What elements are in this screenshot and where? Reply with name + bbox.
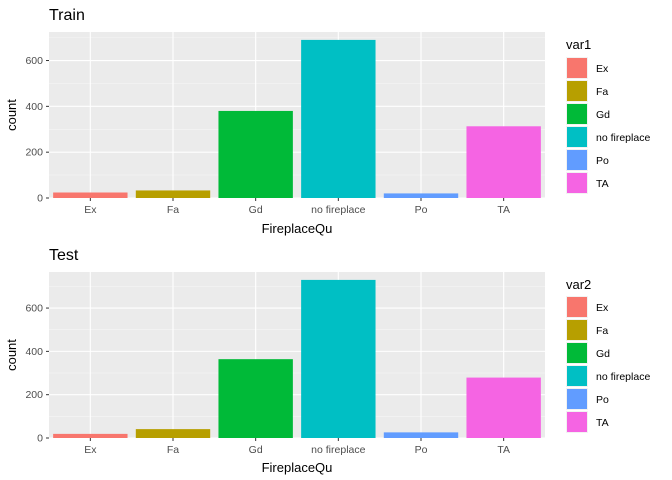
- legend-swatch-gd: [567, 104, 587, 124]
- y-axis-title: count: [4, 339, 19, 371]
- legend-swatch-gd: [567, 343, 587, 363]
- legend-label: Ex: [596, 63, 609, 75]
- bar-gd: [218, 359, 293, 438]
- legend: var1 Ex Fa Gd no fireplace Po TA: [566, 37, 650, 194]
- x-tick-label: TA: [497, 204, 510, 216]
- legend-label: Gd: [596, 109, 610, 121]
- y-tick-label: 200: [25, 147, 43, 159]
- legend-swatch-ta: [567, 412, 587, 432]
- y-tick-label: 0: [37, 433, 43, 445]
- chart-panel-train: Train 0 200 400 600 Ex Fa Gd no fireplace Po TA Fir…: [4, 7, 650, 236]
- chart-title: Test: [49, 247, 79, 264]
- y-tick-label: 0: [37, 193, 43, 205]
- x-tick-label: Po: [415, 444, 428, 456]
- legend: var2 Ex Fa Gd no fireplace Po TA: [566, 277, 650, 433]
- x-tick-label: no fireplace: [311, 444, 365, 456]
- legend-label: Ex: [596, 302, 609, 314]
- legend-swatch-po: [567, 389, 587, 409]
- y-axis-title: count: [4, 99, 19, 131]
- legend-swatch-no-fireplace: [567, 127, 587, 147]
- x-tick-label: no fireplace: [311, 204, 365, 216]
- x-axis-title: FireplaceQu: [262, 221, 333, 236]
- legend-label: TA: [596, 178, 609, 190]
- legend-title: var1: [566, 37, 591, 52]
- x-tick-label: Ex: [84, 444, 97, 456]
- x-tick-label: Po: [415, 204, 428, 216]
- bar-po: [383, 193, 459, 198]
- legend-label: no fireplace: [596, 132, 650, 144]
- y-tick-label: 400: [25, 346, 43, 358]
- bar-ex: [53, 192, 128, 198]
- bar-ta: [466, 126, 541, 198]
- y-tick-label: 400: [25, 101, 43, 113]
- bar-no-fireplace: [301, 279, 376, 438]
- legend-label: Fa: [596, 86, 608, 98]
- legend-swatch-no-fireplace: [567, 366, 587, 386]
- legend-label: no fireplace: [596, 371, 650, 383]
- x-tick-label: Fa: [167, 444, 179, 456]
- bar-fa: [135, 429, 211, 438]
- legend-swatch-fa: [567, 81, 587, 101]
- legend-swatch-po: [567, 150, 587, 170]
- bar-ex: [53, 433, 128, 438]
- bar-po: [383, 432, 459, 438]
- x-axis-title: FireplaceQu: [262, 460, 333, 475]
- legend-swatch-fa: [567, 320, 587, 340]
- chart-panel-test: Test 0 200 400 600 Ex Fa Gd no fireplace Po TA Fire…: [4, 247, 650, 475]
- legend-label: TA: [596, 417, 609, 429]
- x-tick-label: Gd: [249, 444, 263, 456]
- x-tick-label: TA: [497, 444, 510, 456]
- x-tick-label: Ex: [84, 204, 97, 216]
- legend-label: Po: [596, 155, 609, 167]
- bar-ta: [466, 377, 541, 438]
- bar-gd: [218, 110, 293, 198]
- legend-swatch-ex: [567, 297, 587, 317]
- y-tick-label: 200: [25, 389, 43, 401]
- legend-title: var2: [566, 277, 591, 292]
- legend-swatch-ex: [567, 58, 587, 78]
- legend-label: Po: [596, 394, 609, 406]
- plot-panel: [49, 32, 545, 198]
- chart-title: Train: [49, 7, 85, 24]
- y-tick-label: 600: [25, 303, 43, 315]
- legend-swatch-ta: [567, 173, 587, 193]
- plot-panel: [49, 272, 545, 438]
- x-tick-label: Fa: [167, 204, 179, 216]
- y-tick-label: 600: [25, 55, 43, 67]
- legend-label: Fa: [596, 325, 608, 337]
- bar-fa: [135, 190, 211, 198]
- legend-label: Gd: [596, 348, 610, 360]
- bar-no-fireplace: [301, 39, 376, 199]
- x-tick-label: Gd: [249, 204, 263, 216]
